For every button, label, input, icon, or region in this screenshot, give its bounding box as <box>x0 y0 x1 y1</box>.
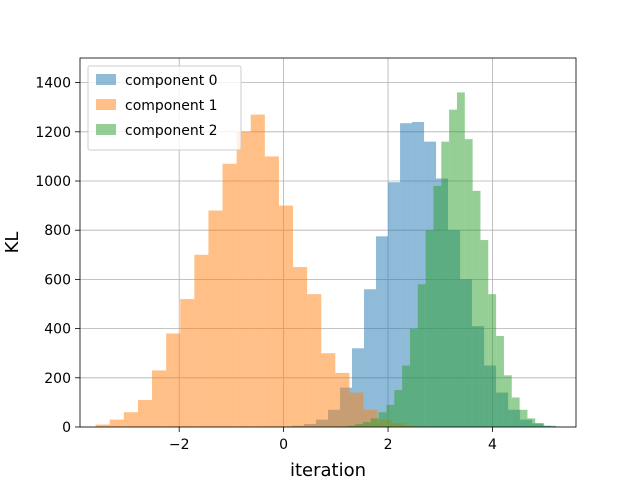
x-tick-label: 2 <box>384 437 393 453</box>
histogram-bar <box>335 372 350 427</box>
histogram-bar <box>376 236 389 427</box>
legend-swatch <box>96 124 116 135</box>
histogram-bar <box>394 390 403 427</box>
x-tick-label: 4 <box>488 437 497 453</box>
y-tick-label: 1000 <box>35 174 71 190</box>
histogram-bar <box>347 425 356 427</box>
legend-swatch <box>96 99 116 110</box>
histogram-bar <box>535 423 544 427</box>
histogram-bar <box>386 404 395 427</box>
histogram-bar <box>417 284 426 427</box>
histogram-bar <box>222 163 237 427</box>
histogram-bar <box>236 131 251 428</box>
legend-box <box>87 65 242 151</box>
histogram-bar <box>449 109 457 427</box>
histogram-bar <box>472 190 481 427</box>
histogram-bar <box>441 141 450 427</box>
histogram-bar <box>456 92 465 427</box>
histogram-bar <box>480 240 489 427</box>
y-tick-label: 1400 <box>35 76 71 92</box>
histogram-bar <box>378 412 387 427</box>
axes-frame <box>79 57 577 428</box>
histogram-bar <box>543 425 551 427</box>
histogram-bar <box>370 418 379 427</box>
histogram-bar <box>496 335 504 427</box>
histogram-bar <box>527 418 536 427</box>
histogram-bar <box>433 185 442 427</box>
histogram-bar <box>180 299 195 427</box>
histogram-bar <box>166 333 181 427</box>
histogram-bar <box>194 254 209 427</box>
histogram-bar <box>152 370 167 427</box>
histogram-bar <box>307 294 322 427</box>
histogram-bar <box>362 422 371 427</box>
y-tick-label: 1200 <box>35 125 71 141</box>
x-tick-label: −2 <box>169 437 190 453</box>
histogram-bar <box>488 294 497 427</box>
y-tick-label: 400 <box>44 322 71 338</box>
histogram-bar <box>123 412 138 427</box>
series-2-bars <box>339 92 551 427</box>
histogram-bar <box>137 399 153 427</box>
histogram-bar <box>388 182 401 427</box>
legend-entry: component 2 <box>125 123 218 139</box>
histogram-bar <box>278 205 294 427</box>
y-axis-label: KL <box>2 232 23 254</box>
legend-entry: component 0 <box>125 73 218 89</box>
histogram-bar <box>409 328 418 427</box>
histogram-bar <box>402 365 410 427</box>
x-axis-label: iteration <box>290 460 366 480</box>
legend: component 0 component 1 component 2 <box>87 65 242 151</box>
histogram-bar <box>208 210 223 427</box>
histogram-bar <box>355 424 363 427</box>
legend-swatch <box>96 74 116 85</box>
histogram-bar <box>95 424 110 427</box>
y-tick-label: 0 <box>62 420 71 436</box>
histogram-bar <box>109 419 124 427</box>
histogram-bar <box>511 397 520 427</box>
histogram-bar <box>425 230 434 427</box>
histogram-bar <box>349 392 364 427</box>
x-tick-label: 0 <box>279 437 288 453</box>
histogram-bar <box>264 156 279 427</box>
bars <box>95 92 557 428</box>
histogram-bar <box>321 353 336 427</box>
histogram-bar <box>519 409 528 427</box>
histogram-bar <box>464 139 473 427</box>
y-tick-label: 200 <box>44 371 71 387</box>
y-tick-label: 600 <box>44 272 71 288</box>
ticks: −2 0 2 4 0 200 400 600 800 1000 1200 1400 <box>35 76 497 453</box>
histogram-bar <box>400 123 413 427</box>
y-tick-label: 800 <box>44 223 71 239</box>
legend-entry: component 1 <box>125 98 218 114</box>
histogram-bar <box>250 114 265 427</box>
histogram-bar <box>503 375 512 427</box>
histogram-bar <box>293 267 308 427</box>
histogram-bar <box>364 289 377 427</box>
